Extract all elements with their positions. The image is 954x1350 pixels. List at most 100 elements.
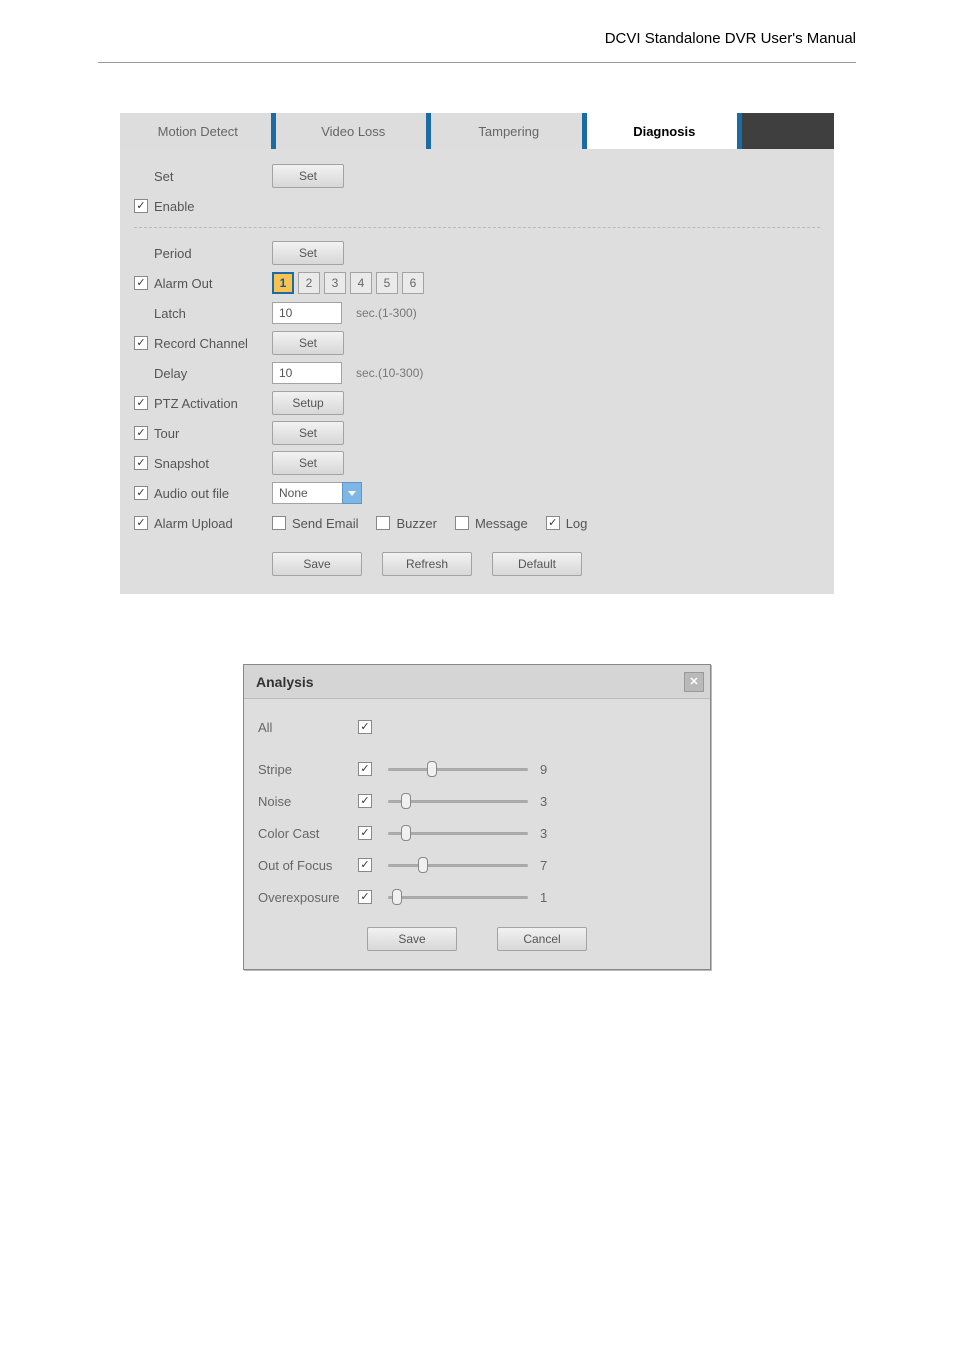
alarm-out-channel-4[interactable]: 4 xyxy=(350,272,372,294)
save-button[interactable]: Save xyxy=(272,552,362,576)
slider-track xyxy=(388,864,528,867)
dialog-cancel-button[interactable]: Cancel xyxy=(497,927,587,951)
log-label: Log xyxy=(566,516,588,531)
analysis-item-slider[interactable] xyxy=(388,760,528,778)
analysis-item-slider[interactable] xyxy=(388,856,528,874)
slider-handle[interactable] xyxy=(418,857,428,873)
analysis-item-checkbox[interactable] xyxy=(358,858,372,872)
chevron-down-icon[interactable] xyxy=(342,482,362,504)
tour-set-button[interactable]: Set xyxy=(272,421,344,445)
send-email-checkbox[interactable] xyxy=(272,516,286,530)
row-record-channel: Record Channel Set xyxy=(120,328,834,358)
buzzer-checkbox[interactable] xyxy=(376,516,390,530)
analysis-item-checkbox[interactable] xyxy=(358,762,372,776)
send-email-label: Send Email xyxy=(292,516,358,531)
audio-out-label: Audio out file xyxy=(154,486,229,501)
slider-handle[interactable] xyxy=(392,889,402,905)
all-checkbox[interactable] xyxy=(358,720,372,734)
audio-out-select-value: None xyxy=(272,482,342,504)
analysis-item-slider[interactable] xyxy=(388,824,528,842)
row-tour: Tour Set xyxy=(120,418,834,448)
analysis-item-label: Out of Focus xyxy=(258,858,358,873)
analysis-item-value: 1 xyxy=(540,890,547,905)
set-button[interactable]: Set xyxy=(272,164,344,188)
ptz-checkbox[interactable] xyxy=(134,396,148,410)
alarm-upload-checkbox[interactable] xyxy=(134,516,148,530)
row-alarm-out: Alarm Out 1 2 3 4 5 6 xyxy=(120,268,834,298)
tab-label: Motion Detect xyxy=(158,124,238,139)
analysis-item-checkbox[interactable] xyxy=(358,890,372,904)
alarm-out-checkbox[interactable] xyxy=(134,276,148,290)
analysis-item-value: 3 xyxy=(540,794,547,809)
dialog-title: Analysis xyxy=(256,674,314,690)
analysis-item-checkbox[interactable] xyxy=(358,794,372,808)
latch-input[interactable] xyxy=(272,302,342,324)
row-enable: Enable xyxy=(120,191,834,221)
tabstrip-right-fill xyxy=(742,113,834,149)
analysis-item-slider[interactable] xyxy=(388,792,528,810)
analysis-row: Out of Focus 7 xyxy=(258,849,696,881)
set-label: Set xyxy=(154,169,174,184)
tabstrip: Motion Detect Video Loss Tampering Diagn… xyxy=(120,113,834,149)
row-alarm-upload: Alarm Upload Send Email Buzzer Message xyxy=(120,508,834,538)
snapshot-checkbox[interactable] xyxy=(134,456,148,470)
alarm-out-channel-1[interactable]: 1 xyxy=(272,272,294,294)
tab-motion-detect[interactable]: Motion Detect xyxy=(120,113,276,149)
delay-hint: sec.(10-300) xyxy=(356,366,423,380)
header-rule xyxy=(98,62,856,63)
slider-handle[interactable] xyxy=(401,825,411,841)
alarm-out-channel-2[interactable]: 2 xyxy=(298,272,320,294)
analysis-item-label: Noise xyxy=(258,794,358,809)
analysis-row: Stripe9 xyxy=(258,753,696,785)
tab-video-loss[interactable]: Video Loss xyxy=(276,113,432,149)
dialog-buttons: Save Cancel xyxy=(258,927,696,951)
enable-label: Enable xyxy=(154,199,194,214)
enable-checkbox[interactable] xyxy=(134,199,148,213)
analysis-item-slider[interactable] xyxy=(388,888,528,906)
audio-out-checkbox[interactable] xyxy=(134,486,148,500)
alarm-out-label: Alarm Out xyxy=(154,276,213,291)
tour-label: Tour xyxy=(154,426,179,441)
close-icon[interactable] xyxy=(684,672,704,692)
section-divider xyxy=(134,227,820,228)
analysis-item-label: Stripe xyxy=(258,762,358,777)
delay-input[interactable] xyxy=(272,362,342,384)
row-snapshot: Snapshot Set xyxy=(120,448,834,478)
default-button[interactable]: Default xyxy=(492,552,582,576)
analysis-item-label: Overexposure xyxy=(258,890,358,905)
analysis-row: Noise 3 xyxy=(258,785,696,817)
analysis-row: Overexposure 1 xyxy=(258,881,696,913)
tab-accent xyxy=(737,113,742,149)
record-channel-checkbox[interactable] xyxy=(134,336,148,350)
row-delay: Delay sec.(10-300) xyxy=(120,358,834,388)
period-label: Period xyxy=(154,246,192,261)
snapshot-set-button[interactable]: Set xyxy=(272,451,344,475)
tour-checkbox[interactable] xyxy=(134,426,148,440)
message-checkbox[interactable] xyxy=(455,516,469,530)
slider-handle[interactable] xyxy=(401,793,411,809)
analysis-item-checkbox[interactable] xyxy=(358,826,372,840)
alarm-out-channel-6[interactable]: 6 xyxy=(402,272,424,294)
settings-panel: Motion Detect Video Loss Tampering Diagn… xyxy=(120,113,834,594)
dialog-body: All Stripe9Noise3Color Cast3Out of Focus… xyxy=(244,699,710,969)
audio-out-select[interactable]: None xyxy=(272,482,362,504)
analysis-item-value: 3 xyxy=(540,826,547,841)
alarm-out-channel-3[interactable]: 3 xyxy=(324,272,346,294)
analysis-item-value: 7 xyxy=(540,858,547,873)
slider-handle[interactable] xyxy=(427,761,437,777)
log-checkbox[interactable] xyxy=(546,516,560,530)
tab-diagnosis[interactable]: Diagnosis xyxy=(587,113,743,149)
alarm-out-channel-5[interactable]: 5 xyxy=(376,272,398,294)
period-set-button[interactable]: Set xyxy=(272,241,344,265)
analysis-dialog: Analysis All Stripe9Noise3Color Cast3Out… xyxy=(243,664,711,970)
record-channel-set-button[interactable]: Set xyxy=(272,331,344,355)
refresh-button[interactable]: Refresh xyxy=(382,552,472,576)
panel-action-buttons: Save Refresh Default xyxy=(120,552,834,576)
ptz-setup-button[interactable]: Setup xyxy=(272,391,344,415)
panel-body: Set Set Enable Period Set Alarm Out 1 xyxy=(120,149,834,594)
tab-tampering[interactable]: Tampering xyxy=(431,113,587,149)
snapshot-label: Snapshot xyxy=(154,456,209,471)
dialog-save-button[interactable]: Save xyxy=(367,927,457,951)
row-set: Set Set xyxy=(120,161,834,191)
page-title: DCVI Standalone DVR User's Manual xyxy=(605,30,856,47)
